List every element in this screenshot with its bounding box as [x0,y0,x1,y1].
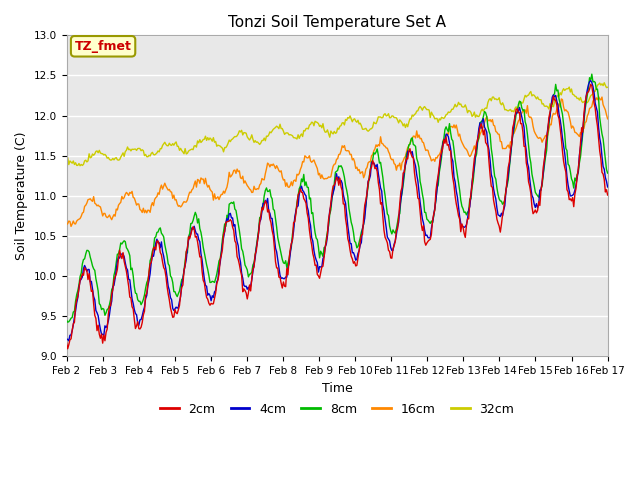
8cm [461,209,469,215]
16cm [556,101,563,107]
X-axis label: Time: Time [322,382,353,395]
16cm [367,159,374,165]
16cm [604,116,611,122]
4cm [604,184,611,190]
4cm [65,338,72,344]
16cm [292,179,300,184]
Line: 8cm: 8cm [67,74,607,322]
2cm [461,235,469,240]
8cm [64,319,72,325]
32cm [367,126,374,132]
16cm [67,224,75,229]
Y-axis label: Soil Temperature (C): Soil Temperature (C) [15,132,28,260]
16cm [63,222,70,228]
32cm [392,115,400,120]
16cm [461,145,469,151]
4cm [367,173,374,179]
2cm [232,240,240,246]
4cm [461,224,469,229]
2cm [556,116,563,121]
2cm [367,166,374,172]
8cm [604,170,611,176]
Title: Tonzi Soil Temperature Set A: Tonzi Soil Temperature Set A [228,15,446,30]
16cm [232,170,240,176]
8cm [367,167,374,172]
32cm [461,102,469,108]
Line: 4cm: 4cm [67,81,607,341]
32cm [232,134,240,140]
32cm [600,80,608,85]
4cm [556,111,563,117]
Legend: 2cm, 4cm, 8cm, 16cm, 32cm: 2cm, 4cm, 8cm, 16cm, 32cm [155,398,520,420]
8cm [556,96,563,102]
4cm [232,232,240,238]
2cm [64,346,72,352]
4cm [292,208,300,214]
16cm [392,167,400,173]
8cm [292,210,300,216]
2cm [587,82,595,87]
4cm [63,336,70,342]
2cm [292,211,300,217]
2cm [392,228,400,233]
2cm [604,192,611,198]
Text: TZ_fmet: TZ_fmet [75,40,131,53]
8cm [232,207,240,213]
Line: 2cm: 2cm [67,84,607,349]
8cm [392,226,400,232]
Line: 32cm: 32cm [67,83,607,166]
2cm [63,340,70,346]
8cm [588,71,596,77]
32cm [63,154,70,160]
32cm [292,135,300,141]
4cm [587,78,595,84]
16cm [595,94,602,99]
32cm [556,93,563,99]
32cm [76,163,84,168]
32cm [604,84,611,90]
8cm [63,317,70,323]
4cm [392,232,400,238]
Line: 16cm: 16cm [67,96,607,227]
